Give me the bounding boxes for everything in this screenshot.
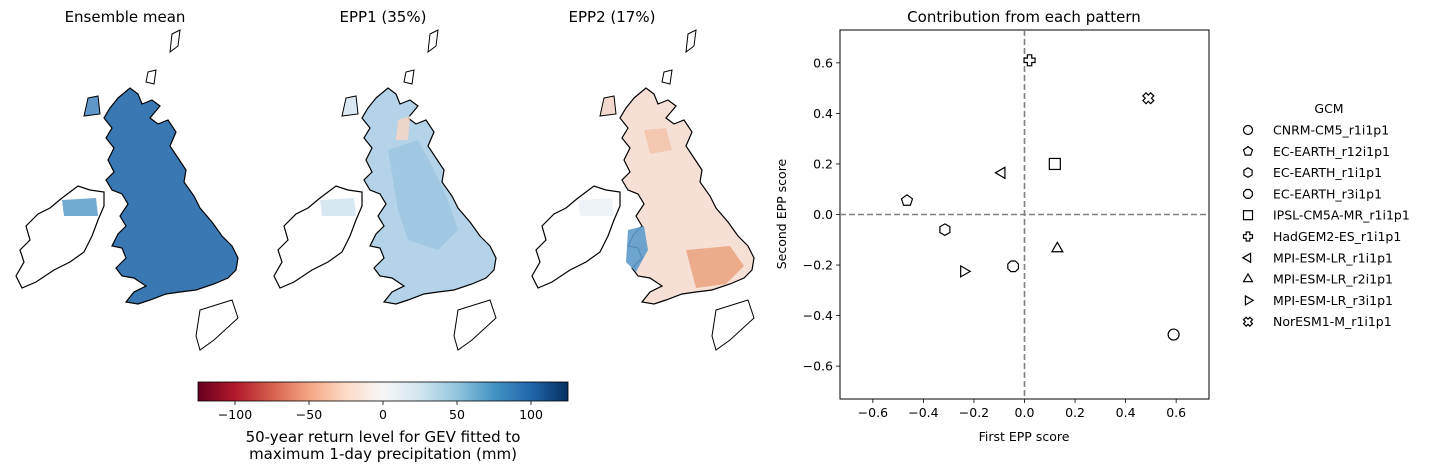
legend-label: MPI-ESM-LR_r3i1p1 [1273, 293, 1393, 308]
legend-item: IPSL-CM5A-MR_r1i1p1 [1242, 208, 1410, 223]
legend-marker [1241, 252, 1252, 264]
x-tick-label: 0.4 [1116, 405, 1136, 420]
legend-item: EC-EARTH_r3i1p1 [1243, 186, 1382, 201]
y-tick-label: 0.4 [813, 106, 833, 121]
colorbar-label-line1: 50-year return level for GEV fitted to [246, 428, 521, 446]
legend-item: NorESM1-M_r1i1p1 [1242, 314, 1392, 329]
legend-item: MPI-ESM-LR_r3i1p1 [1244, 293, 1393, 308]
legend-label: NorESM1-M_r1i1p1 [1273, 314, 1392, 329]
data-point [939, 223, 951, 237]
map-title-epp1: EPP1 (35%) [340, 8, 427, 26]
data-point [1142, 91, 1155, 105]
legend-label: CNRM-CM5_r1i1p1 [1273, 123, 1389, 138]
legend-item: HadGEM2-ES_r1i1p1 [1242, 229, 1401, 244]
legend-item: MPI-ESM-LR_r1i1p1 [1241, 250, 1393, 265]
y-tick-label: 0.6 [813, 55, 833, 70]
x-axis-label: First EPP score [979, 429, 1070, 444]
colorbar-label-line2: maximum 1-day precipitation (mm) [249, 445, 517, 463]
uk-map-outline [273, 29, 497, 351]
map-panel-ensemble-mean: Ensemble mean [15, 8, 239, 351]
data-points [900, 54, 1180, 341]
y-tick-label: 0.0 [813, 207, 833, 222]
y-tick-label: −0.2 [803, 258, 833, 273]
legend-item: CNRM-CM5_r1i1p1 [1242, 123, 1389, 138]
colorbar: −100 −50 0 50 100 50-year return level for G… [197, 381, 569, 463]
reference-lines [840, 30, 1209, 399]
map-title-ensemble-mean: Ensemble mean [65, 8, 186, 26]
legend-label: EC-EARTH_r1i1p1 [1273, 165, 1382, 180]
legend-label: MPI-ESM-LR_r1i1p1 [1273, 250, 1393, 265]
y-tick-label: 0.2 [813, 156, 833, 171]
map-panel-epp2: EPP2 (17%) [531, 8, 755, 351]
y-tick-label: −0.6 [803, 359, 833, 374]
data-point [1048, 157, 1061, 171]
colorbar-gradient [197, 381, 569, 402]
legend-item: MPI-ESM-LR_r2i1p1 [1242, 272, 1393, 287]
colorbar-tick-label: 50 [449, 407, 465, 422]
colorbar-ticks: −100 −50 0 50 100 [218, 401, 543, 422]
x-tick-label: −0.6 [858, 405, 888, 420]
legend-marker [1244, 294, 1255, 306]
legend-label: EC-EARTH_r12i1p1 [1273, 144, 1390, 159]
map-panel-epp1: EPP1 (35%) [273, 8, 497, 351]
x-axis-ticks: −0.6 −0.4 −0.2 0.0 0.2 0.4 0.6 [858, 399, 1186, 420]
data-point [1050, 241, 1064, 253]
legend-item: EC-EARTH_r1i1p1 [1243, 165, 1382, 180]
data-point [960, 264, 972, 278]
colorbar-tick-label: 100 [519, 407, 543, 422]
legend-label: EC-EARTH_r3i1p1 [1273, 186, 1382, 201]
colorbar-tick-label: −100 [218, 407, 252, 422]
data-point [1167, 328, 1180, 341]
legend-items: CNRM-CM5_r1i1p1 EC-EARTH_r12i1p1 EC-EARTH_… [1241, 123, 1410, 329]
data-point [994, 166, 1006, 180]
data-point [900, 194, 914, 206]
legend-marker [1242, 145, 1254, 156]
legend-label: MPI-ESM-LR_r2i1p1 [1273, 272, 1393, 287]
legend-marker [1242, 124, 1254, 136]
x-tick-label: 0.0 [1015, 405, 1035, 420]
legend-marker [1242, 272, 1254, 283]
legend-item: EC-EARTH_r12i1p1 [1242, 144, 1390, 159]
x-tick-label: −0.4 [908, 405, 938, 420]
legend-marker [1242, 316, 1254, 327]
legend-label: HadGEM2-ES_r1i1p1 [1273, 229, 1401, 244]
data-point [1007, 260, 1020, 273]
x-tick-label: 0.6 [1166, 405, 1186, 420]
legend-marker [1243, 167, 1253, 179]
legend-marker [1243, 188, 1253, 199]
colorbar-tick-label: −50 [296, 407, 322, 422]
scatter-chart: Contribution from each pattern −0.6 −0.4−… [774, 8, 1210, 444]
legend: GCM CNRM-CM5_r1i1p1 EC-EARTH_r12i1p1 EC-EA… [1241, 101, 1410, 329]
map-title-epp2: EPP2 (17%) [569, 8, 656, 26]
chart-title: Contribution from each pattern [907, 8, 1141, 26]
legend-label: IPSL-CM5A-MR_r1i1p1 [1273, 208, 1410, 223]
y-axis-ticks: −0.6 −0.4 −0.2 0.0 0.2 0.4 0.6 [803, 55, 840, 374]
y-axis-label: Second EPP score [774, 158, 789, 269]
x-tick-label: 0.2 [1065, 405, 1085, 420]
uk-map-outline [15, 29, 239, 351]
uk-map-outline [531, 29, 755, 351]
colorbar-tick-label: 0 [379, 407, 387, 422]
data-point [1023, 54, 1036, 67]
x-tick-label: −0.2 [959, 405, 989, 420]
y-tick-label: −0.4 [803, 308, 833, 323]
legend-title: GCM [1314, 101, 1343, 116]
legend-marker [1242, 210, 1254, 221]
legend-marker [1242, 231, 1254, 242]
